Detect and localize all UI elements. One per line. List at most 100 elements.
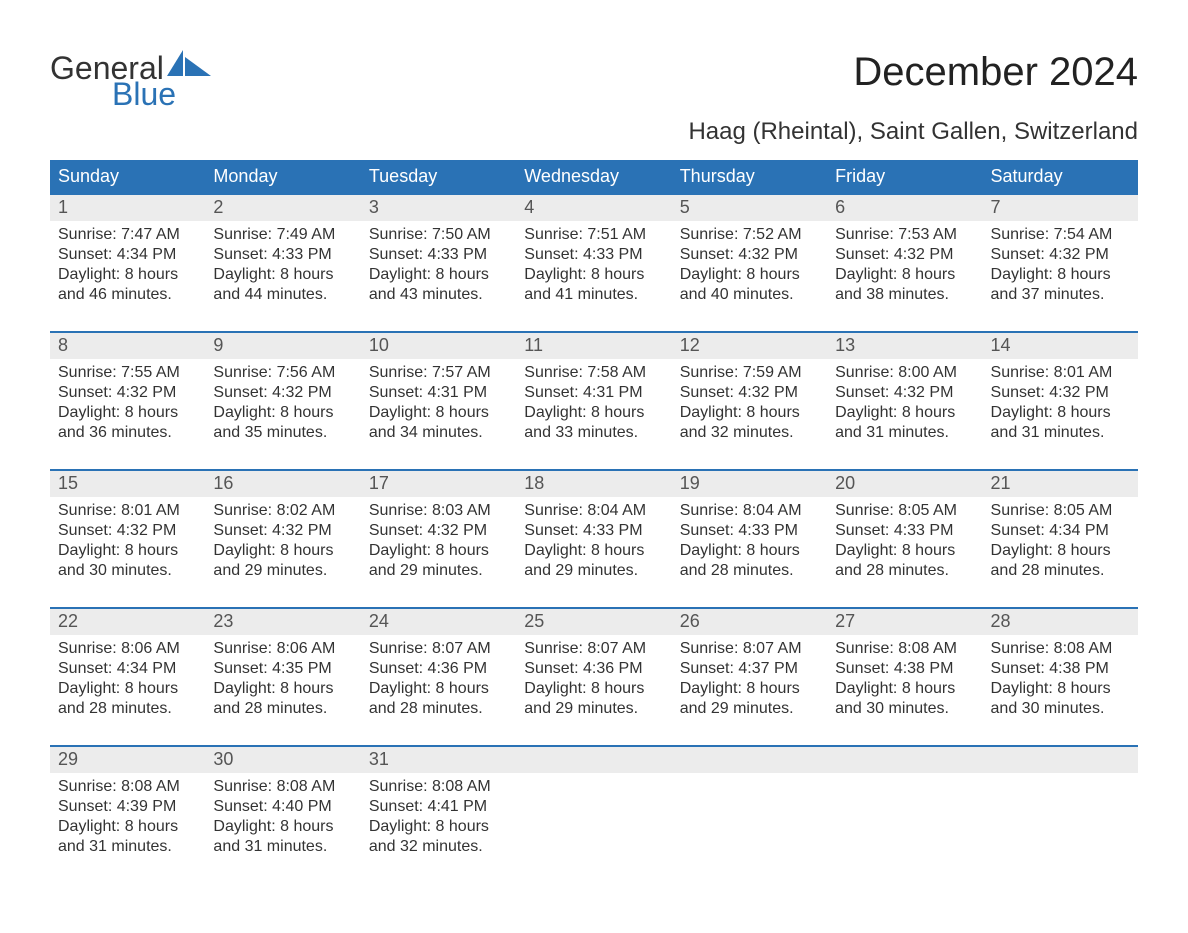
- daylight-hours: 8: [280, 404, 289, 421]
- sunset-time: 4:32 PM: [117, 384, 177, 401]
- day-details: Sunrise: 8:08 AMSunset: 4:41 PMDaylight:…: [361, 773, 516, 883]
- daylight-hours: 8: [591, 542, 600, 559]
- daylight-hours: 8: [125, 818, 134, 835]
- daylight-hours: 8: [280, 818, 289, 835]
- daylight-hours: 8: [902, 680, 911, 697]
- daylight-minutes: 32: [400, 838, 418, 855]
- calendar-day: 30Sunrise: 8:08 AMSunset: 4:40 PMDayligh…: [205, 747, 360, 883]
- day-details: Sunrise: 8:06 AMSunset: 4:34 PMDaylight:…: [50, 635, 205, 745]
- day-details: Sunrise: 8:08 AMSunset: 4:39 PMDaylight:…: [50, 773, 205, 883]
- sunrise-time: 8:02 AM: [277, 502, 336, 519]
- sunrise-time: 8:05 AM: [1054, 502, 1113, 519]
- sunrise-time: 8:00 AM: [898, 364, 957, 381]
- daylight-hours: 8: [1057, 542, 1066, 559]
- day-number: 17: [361, 471, 516, 497]
- day-number: 21: [983, 471, 1138, 497]
- sunset-time: 4:33 PM: [583, 246, 643, 263]
- daylight-hours: 8: [902, 266, 911, 283]
- daylight-minutes: 31: [866, 424, 884, 441]
- daylight-minutes: 29: [711, 700, 729, 717]
- day-details: Sunrise: 7:52 AMSunset: 4:32 PMDaylight:…: [672, 221, 827, 331]
- daylight-minutes: 29: [555, 700, 573, 717]
- day-number: 24: [361, 609, 516, 635]
- sunset-time: 4:37 PM: [738, 660, 798, 677]
- sunrise-time: 8:07 AM: [432, 640, 491, 657]
- daylight-hours: 8: [436, 266, 445, 283]
- day-number: 29: [50, 747, 205, 773]
- day-details: Sunrise: 8:07 AMSunset: 4:36 PMDaylight:…: [361, 635, 516, 745]
- day-details: Sunrise: 7:51 AMSunset: 4:33 PMDaylight:…: [516, 221, 671, 331]
- header: General Blue December 2024: [50, 50, 1138, 110]
- calendar-day: 16Sunrise: 8:02 AMSunset: 4:32 PMDayligh…: [205, 471, 360, 607]
- daylight-hours: 8: [280, 266, 289, 283]
- daylight-hours: 8: [591, 404, 600, 421]
- day-number: 4: [516, 195, 671, 221]
- sunset-time: 4:35 PM: [272, 660, 332, 677]
- calendar-day: 29Sunrise: 8:08 AMSunset: 4:39 PMDayligh…: [50, 747, 205, 883]
- sunset-time: 4:33 PM: [583, 522, 643, 539]
- day-details: Sunrise: 7:54 AMSunset: 4:32 PMDaylight:…: [983, 221, 1138, 331]
- daylight-hours: 8: [125, 266, 134, 283]
- sunrise-time: 7:55 AM: [121, 364, 180, 381]
- sunrise-time: 8:03 AM: [432, 502, 491, 519]
- calendar-day: 12Sunrise: 7:59 AMSunset: 4:32 PMDayligh…: [672, 333, 827, 469]
- weekday-header: Saturday: [983, 160, 1138, 193]
- sunrise-time: 8:01 AM: [1054, 364, 1113, 381]
- daylight-hours: 8: [591, 266, 600, 283]
- day-details: Sunrise: 7:47 AMSunset: 4:34 PMDaylight:…: [50, 221, 205, 331]
- sunset-time: 4:32 PM: [1049, 246, 1109, 263]
- daylight-hours: 8: [125, 680, 134, 697]
- daylight-minutes: 30: [89, 562, 107, 579]
- day-number: 6: [827, 195, 982, 221]
- calendar-day: .: [672, 747, 827, 883]
- day-number: .: [672, 747, 827, 773]
- day-number: 11: [516, 333, 671, 359]
- day-number: 31: [361, 747, 516, 773]
- calendar-day: 4Sunrise: 7:51 AMSunset: 4:33 PMDaylight…: [516, 195, 671, 331]
- calendar-day: 10Sunrise: 7:57 AMSunset: 4:31 PMDayligh…: [361, 333, 516, 469]
- calendar-day: 22Sunrise: 8:06 AMSunset: 4:34 PMDayligh…: [50, 609, 205, 745]
- daylight-minutes: 28: [400, 700, 418, 717]
- daylight-minutes: 35: [245, 424, 263, 441]
- daylight-hours: 8: [280, 680, 289, 697]
- sunset-time: 4:36 PM: [428, 660, 488, 677]
- sunset-time: 4:32 PM: [894, 246, 954, 263]
- calendar-day: 27Sunrise: 8:08 AMSunset: 4:38 PMDayligh…: [827, 609, 982, 745]
- weekday-header-row: SundayMondayTuesdayWednesdayThursdayFrid…: [50, 160, 1138, 193]
- calendar-day: 14Sunrise: 8:01 AMSunset: 4:32 PMDayligh…: [983, 333, 1138, 469]
- day-details: Sunrise: 8:07 AMSunset: 4:36 PMDaylight:…: [516, 635, 671, 745]
- day-number: 1: [50, 195, 205, 221]
- daylight-minutes: 37: [1022, 286, 1040, 303]
- calendar-day: 2Sunrise: 7:49 AMSunset: 4:33 PMDaylight…: [205, 195, 360, 331]
- sunrise-time: 7:51 AM: [587, 226, 646, 243]
- day-details: Sunrise: 8:01 AMSunset: 4:32 PMDaylight:…: [983, 359, 1138, 469]
- daylight-minutes: 30: [866, 700, 884, 717]
- calendar-day: 6Sunrise: 7:53 AMSunset: 4:32 PMDaylight…: [827, 195, 982, 331]
- daylight-minutes: 28: [1022, 562, 1040, 579]
- day-number: 12: [672, 333, 827, 359]
- daylight-minutes: 33: [555, 424, 573, 441]
- week-row: 15Sunrise: 8:01 AMSunset: 4:32 PMDayligh…: [50, 469, 1138, 607]
- sunset-time: 4:31 PM: [583, 384, 643, 401]
- sunrise-time: 8:08 AM: [1054, 640, 1113, 657]
- sunset-time: 4:32 PM: [738, 246, 798, 263]
- sunset-time: 4:33 PM: [894, 522, 954, 539]
- sunrise-time: 8:08 AM: [277, 778, 336, 795]
- daylight-hours: 8: [746, 266, 755, 283]
- day-number: 30: [205, 747, 360, 773]
- sunset-time: 4:32 PM: [272, 384, 332, 401]
- daylight-minutes: 31: [245, 838, 263, 855]
- week-row: 8Sunrise: 7:55 AMSunset: 4:32 PMDaylight…: [50, 331, 1138, 469]
- day-number: 14: [983, 333, 1138, 359]
- day-number: 3: [361, 195, 516, 221]
- day-number: 15: [50, 471, 205, 497]
- sunset-time: 4:32 PM: [117, 522, 177, 539]
- daylight-minutes: 38: [866, 286, 884, 303]
- day-details: Sunrise: 8:08 AMSunset: 4:38 PMDaylight:…: [827, 635, 982, 745]
- day-number: .: [983, 747, 1138, 773]
- calendar: SundayMondayTuesdayWednesdayThursdayFrid…: [50, 160, 1138, 883]
- daylight-hours: 8: [902, 404, 911, 421]
- day-details: Sunrise: 8:05 AMSunset: 4:34 PMDaylight:…: [983, 497, 1138, 607]
- sunrise-time: 7:57 AM: [432, 364, 491, 381]
- calendar-day: 5Sunrise: 7:52 AMSunset: 4:32 PMDaylight…: [672, 195, 827, 331]
